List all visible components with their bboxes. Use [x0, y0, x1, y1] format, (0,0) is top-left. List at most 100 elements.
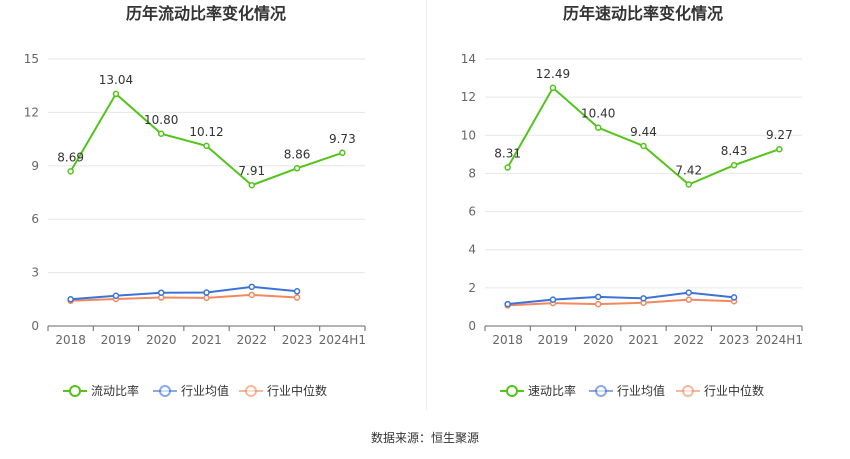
legend-item-industry-average[interactable]: 行业均值: [153, 383, 229, 398]
legend-item-primary[interactable]: 流动比率: [63, 383, 139, 398]
legend-item-industry-median[interactable]: 行业中位数: [239, 383, 327, 398]
data-point-primary[interactable]: [776, 145, 783, 153]
data-label: 8.86: [284, 147, 311, 161]
data-label: 12.49: [536, 67, 570, 81]
y-tick-label: 10: [461, 128, 476, 142]
chart-title: 历年流动比率变化情况: [126, 4, 286, 23]
legend-item-primary[interactable]: 速动比率: [500, 383, 576, 398]
data-point-primary[interactable]: [339, 149, 346, 157]
legend-label: 行业中位数: [267, 383, 327, 398]
data-point-industry-median[interactable]: [594, 300, 602, 308]
legend-label: 速动比率: [528, 383, 576, 398]
legend-marker-icon: [506, 385, 518, 397]
panel-divider: [426, 0, 427, 410]
data-source-label: 数据来源：恒生聚源: [370, 431, 479, 445]
data-label: 13.04: [99, 73, 133, 87]
data-point-industry-average[interactable]: [67, 296, 74, 303]
y-tick-label: 6: [468, 205, 476, 219]
data-point-industry-median[interactable]: [203, 294, 210, 302]
data-point-primary[interactable]: [157, 130, 165, 138]
legend-marker-icon: [245, 385, 257, 397]
legend-item-industry-average[interactable]: 行业均值: [589, 383, 665, 398]
y-tick-label: 12: [24, 105, 39, 119]
data-label: 10.80: [144, 113, 178, 127]
series-line-industry-median: [70, 293, 298, 302]
current-ratio-chart-svg: 历年流动比率变化情况 0 3 6 9 12 15 2018 2019 2020 2021 2022 20…: [24, 4, 366, 398]
y-tick-label: 8: [468, 166, 476, 180]
data-label: 9.73: [329, 132, 356, 146]
current-ratio-chart: 历年流动比率变化情况 0 3 6 9 12 15 2018 2019 2020 2021 2022 20…: [0, 0, 425, 420]
data-point-industry-average[interactable]: [594, 293, 602, 301]
x-tick-label: 2020: [146, 333, 177, 347]
data-point-industry-average[interactable]: [685, 289, 693, 296]
legend-marker-icon: [682, 385, 694, 397]
series-line-industry-average: [70, 285, 298, 301]
data-point-primary[interactable]: [549, 84, 557, 92]
data-point-industry-average[interactable]: [293, 288, 301, 295]
data-point-primary[interactable]: [504, 164, 511, 171]
y-tick-label: 14: [461, 52, 476, 66]
data-point-industry-median[interactable]: [293, 294, 301, 301]
x-tick-label: 2018: [55, 333, 86, 347]
y-tick-label: 9: [31, 159, 39, 173]
x-tick-label: 2020: [583, 333, 614, 347]
data-point-industry-average[interactable]: [504, 300, 511, 308]
x-tick-label: 2018: [492, 333, 523, 347]
data-point-primary[interactable]: [594, 124, 602, 131]
data-label: 9.44: [630, 125, 657, 139]
data-label: 8.43: [721, 144, 748, 158]
data-point-industry-median[interactable]: [248, 291, 256, 299]
data-point-industry-average[interactable]: [549, 296, 557, 303]
y-tick-label: 12: [461, 90, 476, 104]
x-tick-label: 2022: [674, 333, 705, 347]
series-line-industry-median: [507, 298, 735, 307]
quick-ratio-chart-svg: 历年速动比率变化情况 0 2 4 6 8 10 12 14 2018 2019 2020 2021 202…: [461, 4, 803, 398]
data-point-primary[interactable]: [730, 161, 738, 169]
data-point-industry-average[interactable]: [157, 289, 165, 296]
legend-marker-icon: [595, 385, 607, 397]
legend-item-industry-median[interactable]: 行业中位数: [676, 383, 764, 398]
y-tick-label: 0: [31, 319, 39, 333]
data-label: 10.12: [189, 125, 223, 139]
data-label: 10.40: [581, 107, 615, 121]
data-point-primary[interactable]: [203, 142, 210, 150]
y-tick-label: 4: [468, 243, 476, 257]
data-point-industry-average[interactable]: [203, 289, 210, 296]
data-point-industry-average[interactable]: [248, 283, 256, 291]
data-point-industry-median[interactable]: [685, 296, 693, 303]
x-tick-label: 2021: [628, 333, 659, 347]
data-point-primary[interactable]: [685, 181, 693, 188]
data-point-primary[interactable]: [293, 165, 301, 172]
x-tick-label: 2023: [719, 333, 750, 347]
y-tick-label: 0: [468, 319, 476, 333]
data-point-primary[interactable]: [67, 168, 74, 175]
legend-label: 行业均值: [617, 383, 665, 398]
legend-label: 流动比率: [91, 383, 139, 398]
quick-ratio-chart: 历年速动比率变化情况 0 2 4 6 8 10 12 14 2018 2019 2020 2021 202…: [425, 0, 850, 420]
x-tick-label: 2023: [282, 333, 313, 347]
legend-label: 行业均值: [181, 383, 229, 398]
data-label: 7.42: [675, 163, 702, 177]
data-point-primary[interactable]: [248, 181, 256, 189]
series-line-industry-average: [507, 291, 735, 306]
x-tick-label: 2019: [538, 333, 569, 347]
data-label: 8.31: [494, 147, 521, 161]
legend-marker-icon: [69, 385, 81, 397]
data-point-primary[interactable]: [640, 142, 647, 150]
data-point-industry-average[interactable]: [112, 292, 120, 299]
data-label: 9.27: [766, 128, 793, 142]
x-tick-label: 2022: [237, 333, 268, 347]
data-label: 8.69: [57, 150, 84, 164]
y-tick-label: 15: [24, 52, 39, 66]
series-line-primary: [69, 92, 343, 187]
x-tick-label: 2021: [191, 333, 222, 347]
x-tick-label: 2024H1: [756, 333, 803, 347]
legend-marker-icon: [159, 385, 171, 397]
data-point-primary[interactable]: [112, 90, 120, 98]
data-point-industry-average[interactable]: [730, 294, 738, 301]
legend-label: 行业中位数: [704, 383, 764, 398]
data-point-industry-average[interactable]: [640, 295, 647, 302]
y-tick-label: 6: [31, 212, 39, 226]
x-tick-label: 2024H1: [319, 333, 366, 347]
data-label: 7.91: [238, 164, 265, 178]
